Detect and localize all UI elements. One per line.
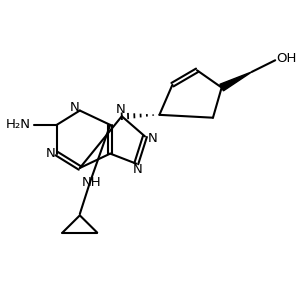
Text: OH: OH	[277, 52, 297, 65]
Text: N: N	[45, 147, 55, 160]
Text: NH: NH	[82, 176, 101, 189]
Polygon shape	[220, 72, 252, 91]
Text: N: N	[133, 164, 143, 177]
Text: N: N	[70, 101, 79, 114]
Text: N: N	[115, 104, 125, 117]
Text: N: N	[148, 132, 158, 145]
Text: H₂N: H₂N	[6, 118, 31, 131]
